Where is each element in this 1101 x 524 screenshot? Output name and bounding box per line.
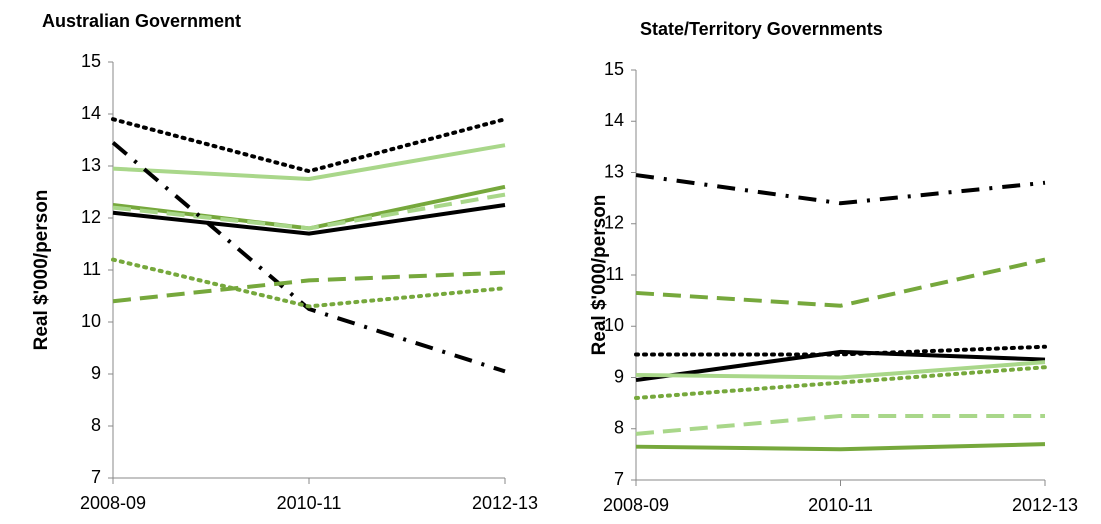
- y-tick-label: 13: [604, 161, 624, 181]
- y-tick-label: 7: [91, 467, 101, 487]
- y-tick-label: 12: [81, 207, 101, 227]
- series-line: [635, 413, 1045, 436]
- series-line: [112, 192, 506, 231]
- y-tick-label: 10: [604, 315, 624, 335]
- x-tick-label: 2008-09: [603, 495, 669, 515]
- y-tick-label: 7: [614, 469, 624, 489]
- x-tick-label: 2012-13: [1012, 495, 1078, 515]
- x-tick-label: 2010-11: [808, 495, 873, 515]
- series-line: [111, 141, 506, 374]
- y-tick-label: 8: [614, 418, 624, 438]
- series-line: [635, 257, 1046, 308]
- series-line: [112, 143, 506, 182]
- y-axis-label: Real $'000/person: [31, 190, 52, 351]
- y-tick-label: 9: [91, 363, 101, 383]
- series-line: [112, 184, 506, 231]
- y-tick-label: 14: [604, 110, 624, 130]
- y-tick-label: 11: [605, 264, 624, 284]
- series-line: [111, 257, 507, 309]
- chart-title: State/Territory Governments: [640, 19, 883, 39]
- x-tick-label: 2010-11: [277, 493, 342, 513]
- y-axis-label: Real $'000/person: [589, 195, 610, 356]
- y-tick-label: 12: [604, 213, 624, 233]
- series-line: [635, 173, 1046, 206]
- series-line: [635, 442, 1046, 452]
- y-tick-label: 10: [81, 311, 101, 331]
- x-tick-label: 2008-09: [80, 493, 146, 513]
- y-tick-label: 11: [82, 259, 101, 279]
- y-tick-label: 15: [604, 59, 624, 79]
- x-tick-label: 2012-13: [472, 493, 538, 513]
- series-line: [635, 360, 1046, 380]
- y-tick-label: 13: [81, 155, 101, 175]
- series-line: [112, 203, 506, 236]
- series-line: [112, 270, 506, 304]
- y-tick-label: 8: [91, 415, 101, 435]
- y-tick-label: 15: [81, 51, 101, 71]
- y-tick-label: 9: [614, 366, 624, 386]
- chart-title: Australian Government: [42, 11, 241, 31]
- y-tick-label: 14: [81, 103, 101, 123]
- series-line: [111, 117, 507, 174]
- series-line: [635, 349, 1046, 383]
